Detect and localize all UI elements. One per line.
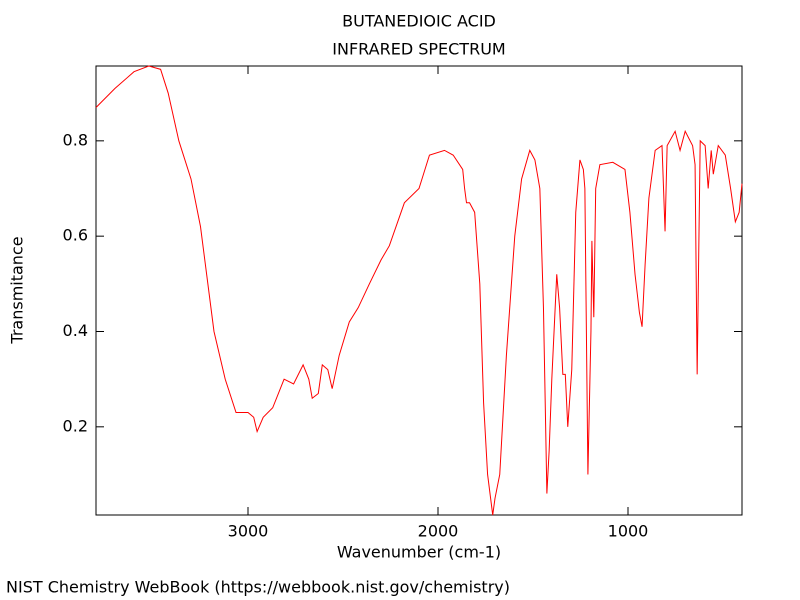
- y-tick-label: 0.8: [63, 130, 88, 149]
- chart-subtitle: INFRARED SPECTRUM: [332, 40, 505, 59]
- x-tick-label: 2000: [418, 522, 459, 541]
- x-axis-label: Wavenumber (cm-1): [337, 543, 501, 562]
- y-axis-label: Transmitance: [8, 236, 27, 344]
- chart-title: BUTANEDIOIC ACID: [342, 12, 496, 31]
- y-tick-label: 0.4: [63, 321, 88, 340]
- source-note: NIST Chemistry WebBook (https://webbook.…: [6, 578, 510, 597]
- y-tick-label: 0.6: [63, 226, 88, 245]
- plot-frame: [95, 65, 743, 516]
- x-tick-label: 1000: [608, 522, 649, 541]
- spectrum-line: [95, 65, 743, 516]
- y-tick-label: 0.2: [63, 416, 88, 435]
- x-tick-label: 3000: [228, 522, 269, 541]
